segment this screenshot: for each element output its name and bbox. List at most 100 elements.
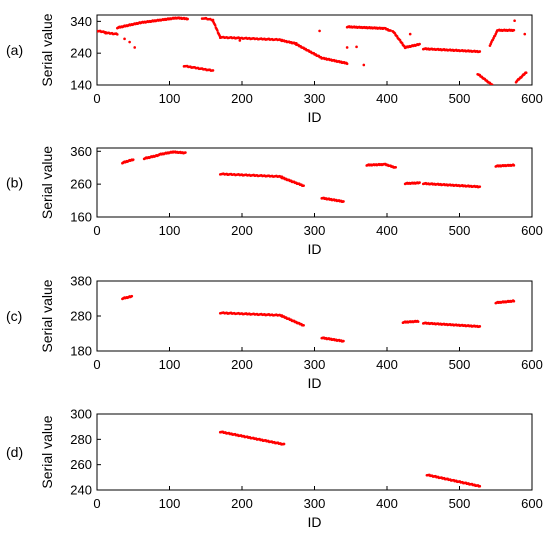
data-point — [213, 23, 217, 27]
x-tick-label: 600 — [521, 496, 543, 511]
y-tick-label: 180 — [70, 344, 92, 359]
data-point — [418, 181, 421, 184]
x-axis-title: ID — [308, 109, 322, 125]
x-tick-label: 200 — [231, 357, 253, 372]
x-tick-label: 0 — [93, 357, 100, 372]
data-point — [128, 40, 131, 44]
y-axis-title: Serial value — [39, 415, 55, 488]
data-point — [512, 28, 516, 32]
data-point — [186, 17, 189, 21]
x-tick-label: 500 — [449, 91, 471, 106]
y-axis-title: Serial value — [39, 13, 55, 86]
x-tick-label: 400 — [376, 223, 398, 238]
x-tick-label: 400 — [376, 496, 398, 511]
data-point — [131, 158, 135, 161]
panel-label: (a) — [6, 42, 23, 58]
data-point — [302, 184, 305, 187]
data-point — [524, 71, 528, 74]
x-axis-title: ID — [308, 241, 322, 257]
x-tick-label: 300 — [304, 223, 326, 238]
data-point — [116, 33, 119, 36]
x-tick-label: 300 — [304, 496, 326, 511]
y-tick-label: 300 — [70, 407, 92, 422]
data-point — [238, 39, 242, 42]
x-axis-title: ID — [308, 375, 322, 391]
y-tick-label: 240 — [70, 483, 92, 498]
data-point — [123, 37, 126, 41]
x-tick-label: 0 — [93, 496, 100, 511]
data-point — [204, 16, 208, 20]
data-point — [394, 166, 398, 169]
x-tick-label: 200 — [231, 223, 253, 238]
panel-label: (d) — [6, 444, 23, 460]
data-point — [302, 324, 305, 327]
data-point — [345, 62, 349, 66]
x-tick-label: 100 — [159, 496, 181, 511]
data-point — [216, 29, 219, 32]
x-tick-label: 600 — [521, 91, 543, 106]
x-tick-label: 100 — [159, 91, 181, 106]
x-tick-label: 600 — [521, 357, 543, 372]
x-tick-label: 100 — [159, 223, 181, 238]
x-tick-label: 100 — [159, 357, 181, 372]
panel-a: 0 100 200 300 400 500 600 140 240 340 ID Serial val… — [6, 13, 543, 125]
panel-c: 0 100 200 300 400 500 600 180 280 380 ID Serial val… — [6, 274, 543, 392]
data-point — [355, 45, 358, 49]
data-point — [133, 46, 136, 49]
data-point — [389, 29, 392, 32]
plot-frame — [96, 413, 533, 491]
x-tick-label: 600 — [521, 223, 543, 238]
data-point — [342, 339, 345, 343]
y-tick-label: 360 — [70, 144, 92, 159]
data-point — [478, 484, 482, 488]
data-point — [478, 50, 482, 53]
x-tick-label: 400 — [376, 357, 398, 372]
data-point — [416, 320, 420, 323]
y-tick-label: 140 — [70, 78, 92, 93]
data-point — [478, 185, 482, 188]
data-series — [121, 150, 516, 204]
data-point — [523, 32, 527, 36]
x-tick-label: 500 — [449, 357, 471, 372]
panel-b: 0 100 200 300 400 500 600 160 260 360 ID Serial val… — [6, 144, 543, 257]
panel-label: (c) — [6, 308, 22, 324]
y-axis-title: Serial value — [39, 146, 55, 219]
data-point — [282, 442, 286, 446]
y-tick-label: 280 — [70, 432, 92, 447]
x-tick-label: 200 — [231, 91, 253, 106]
x-tick-label: 0 — [93, 91, 100, 106]
data-series — [218, 430, 482, 488]
x-tick-label: 0 — [93, 223, 100, 238]
y-tick-label: 280 — [70, 309, 92, 324]
data-series — [97, 16, 528, 85]
data-point — [342, 200, 345, 203]
x-tick-label: 500 — [449, 496, 471, 511]
data-point — [345, 46, 349, 49]
data-point — [211, 69, 215, 72]
data-point — [408, 32, 412, 36]
data-point — [318, 29, 321, 33]
data-point — [513, 19, 516, 23]
y-tick-label: 160 — [70, 210, 92, 225]
panel-label: (b) — [6, 175, 23, 191]
x-tick-label: 300 — [304, 357, 326, 372]
panel-d: 0 100 200 300 400 500 600 240 260 280 300 ID Serial … — [6, 407, 543, 531]
y-tick-label: 240 — [70, 46, 92, 61]
x-axis-title: ID — [308, 514, 322, 530]
plot-frame — [96, 147, 533, 218]
data-point — [418, 42, 421, 46]
x-tick-label: 500 — [449, 223, 471, 238]
y-tick-label: 260 — [70, 177, 92, 192]
x-tick-label: 300 — [304, 91, 326, 106]
data-point — [512, 299, 516, 303]
y-tick-label: 260 — [70, 457, 92, 472]
data-point — [478, 325, 482, 328]
data-point — [512, 164, 516, 167]
data-point — [130, 294, 134, 298]
plot-frame — [96, 280, 533, 352]
x-tick-label: 400 — [376, 91, 398, 106]
y-tick-label: 380 — [70, 274, 92, 289]
data-point — [184, 151, 187, 154]
x-tick-label: 200 — [231, 496, 253, 511]
